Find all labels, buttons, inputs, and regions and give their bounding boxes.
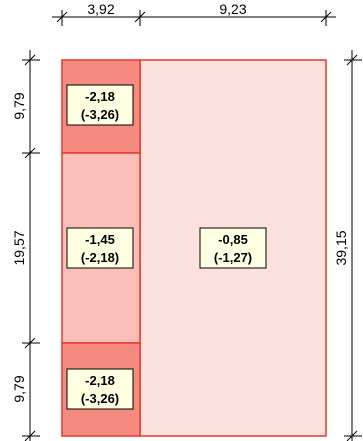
label-edge-middle: -1,45 (-2,18) [66, 227, 134, 269]
alt-corner-bottom: (-3,26) [81, 391, 119, 406]
left-dim-label-2: 19,57 [11, 230, 27, 265]
left-dimension [22, 50, 40, 441]
value-corner-bottom: -2,18 [85, 373, 115, 388]
alt-edge-middle: (-2,18) [81, 250, 119, 265]
alt-corner-top: (-3,26) [81, 107, 119, 122]
top-dimension [52, 10, 336, 26]
value-corner-top: -2,18 [85, 89, 115, 104]
value-field: -0,85 [218, 232, 248, 247]
top-dim-label-2: 9,23 [219, 1, 246, 17]
alt-field: (-1,27) [214, 250, 252, 265]
right-dimension [344, 50, 362, 441]
label-corner-bottom: -2,18 (-3,26) [66, 368, 134, 410]
top-dim-label-1: 3,92 [87, 1, 114, 17]
label-corner-top: -2,18 (-3,26) [66, 84, 134, 126]
value-edge-middle: -1,45 [85, 232, 115, 247]
left-dim-label-3: 9,79 [11, 375, 27, 402]
label-field: -0,85 (-1,27) [199, 227, 267, 269]
left-dim-label-1: 9,79 [11, 92, 27, 119]
right-dim-label: 39,15 [333, 230, 349, 265]
